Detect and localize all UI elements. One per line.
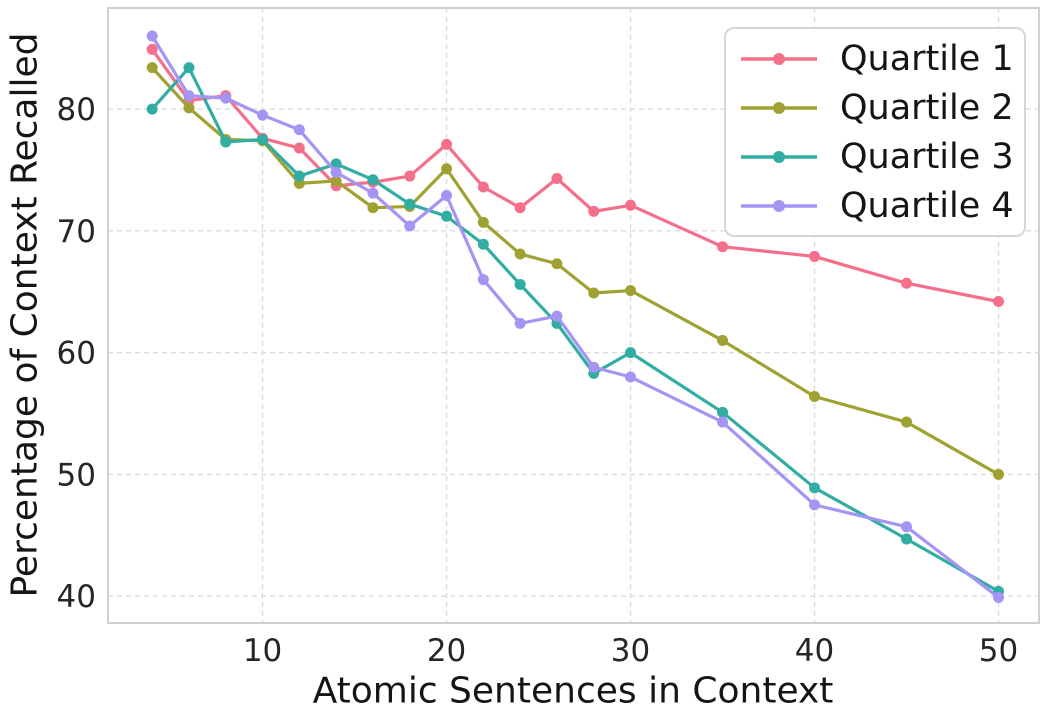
data-point-quartile-1	[809, 250, 821, 262]
legend-item-quartile-2: Quartile 2	[739, 88, 1024, 128]
data-point-quartile-2	[146, 62, 158, 74]
data-point-quartile-2	[367, 202, 379, 214]
data-point-quartile-2	[183, 102, 195, 114]
data-point-quartile-3	[220, 136, 232, 148]
data-point-quartile-4	[220, 92, 232, 104]
data-point-quartile-3	[404, 198, 416, 210]
legend-item-quartile-1: Quartile 1	[739, 39, 1024, 79]
data-point-quartile-3	[367, 174, 379, 186]
y-tick-label: 40	[57, 579, 96, 615]
data-point-quartile-3	[514, 278, 526, 290]
y-tick-label: 50	[57, 457, 96, 493]
data-point-quartile-1	[717, 241, 729, 253]
data-point-quartile-4	[367, 187, 379, 199]
series-line-quartile-4	[150, 34, 1001, 600]
data-point-quartile-4	[717, 416, 729, 428]
legend-item-quartile-4: Quartile 4	[739, 186, 1024, 226]
data-point-quartile-2	[809, 390, 821, 402]
data-point-quartile-2	[330, 175, 342, 187]
x-tick-label: 30	[611, 633, 650, 669]
y-tick-label: 80	[57, 92, 96, 128]
data-point-quartile-1	[146, 43, 158, 55]
data-point-quartile-4	[441, 190, 453, 202]
data-point-quartile-1	[551, 172, 563, 184]
data-point-quartile-4	[404, 220, 416, 232]
data-point-quartile-3	[293, 170, 305, 182]
data-point-quartile-2	[717, 334, 729, 346]
data-point-quartile-2	[993, 468, 1005, 480]
data-point-quartile-3	[625, 347, 637, 359]
data-point-quartile-2	[625, 285, 637, 297]
data-point-quartile-4	[993, 591, 1005, 603]
data-point-quartile-2	[551, 258, 563, 270]
legend-label: Quartile 1	[840, 38, 1014, 79]
legend-line-dot-marker	[741, 52, 817, 65]
legend: Quartile 1 Quartile 2 Quartile 3 Quartil…	[724, 27, 1026, 237]
legend-item-quartile-3: Quartile 3	[739, 137, 1024, 177]
data-point-quartile-1	[514, 202, 526, 214]
data-point-quartile-4	[257, 109, 269, 121]
data-point-quartile-2	[514, 248, 526, 260]
legend-label: Quartile 3	[840, 136, 1014, 177]
data-point-quartile-4	[625, 371, 637, 383]
y-tick-label: 70	[57, 214, 96, 250]
data-point-quartile-3	[330, 158, 342, 170]
plot-border	[107, 7, 1040, 624]
y-axis-label: Percentage of Context Recalled	[4, 32, 46, 598]
data-point-quartile-2	[441, 163, 453, 175]
data-point-quartile-1	[625, 199, 637, 211]
data-point-quartile-1	[293, 142, 305, 154]
data-point-quartile-4	[588, 361, 600, 373]
data-point-quartile-4	[901, 521, 913, 533]
series-line-quartile-1	[150, 47, 1001, 304]
data-point-quartile-3	[477, 238, 489, 250]
legend-line-dot-marker	[741, 150, 817, 163]
data-point-quartile-1	[404, 170, 416, 182]
data-point-quartile-3	[717, 406, 729, 418]
data-point-quartile-4	[293, 124, 305, 136]
data-point-quartile-3	[901, 533, 913, 545]
data-point-quartile-4	[514, 317, 526, 329]
data-point-quartile-4	[809, 499, 821, 511]
legend-line-dot-marker	[741, 101, 817, 114]
data-point-quartile-3	[809, 482, 821, 494]
data-point-quartile-4	[146, 30, 158, 42]
data-point-quartile-3	[183, 62, 195, 74]
data-point-quartile-3	[146, 103, 158, 115]
data-point-quartile-1	[993, 295, 1005, 307]
data-point-quartile-4	[551, 310, 563, 322]
data-point-quartile-1	[441, 138, 453, 150]
y-tick-label: 60	[57, 336, 96, 372]
data-point-quartile-1	[901, 277, 913, 289]
data-point-quartile-1	[477, 181, 489, 193]
data-point-quartile-3	[441, 210, 453, 222]
series-line-quartile-3	[150, 66, 1001, 593]
data-point-quartile-4	[477, 274, 489, 286]
data-point-quartile-2	[588, 287, 600, 299]
legend-line-dot-marker	[741, 199, 817, 212]
data-point-quartile-1	[588, 205, 600, 217]
x-tick-label: 50	[979, 633, 1018, 669]
data-point-quartile-4	[183, 90, 195, 102]
legend-label: Quartile 2	[840, 87, 1014, 128]
legend-label: Quartile 4	[840, 185, 1014, 226]
data-point-quartile-2	[477, 216, 489, 228]
data-point-quartile-2	[901, 416, 913, 428]
data-point-quartile-3	[257, 134, 269, 146]
data-point-quartile-4	[330, 166, 342, 178]
x-tick-label: 20	[427, 633, 466, 669]
x-tick-label: 10	[243, 633, 282, 669]
x-axis-label: Atomic Sentences in Context	[312, 670, 834, 712]
x-tick-label: 40	[795, 633, 834, 669]
